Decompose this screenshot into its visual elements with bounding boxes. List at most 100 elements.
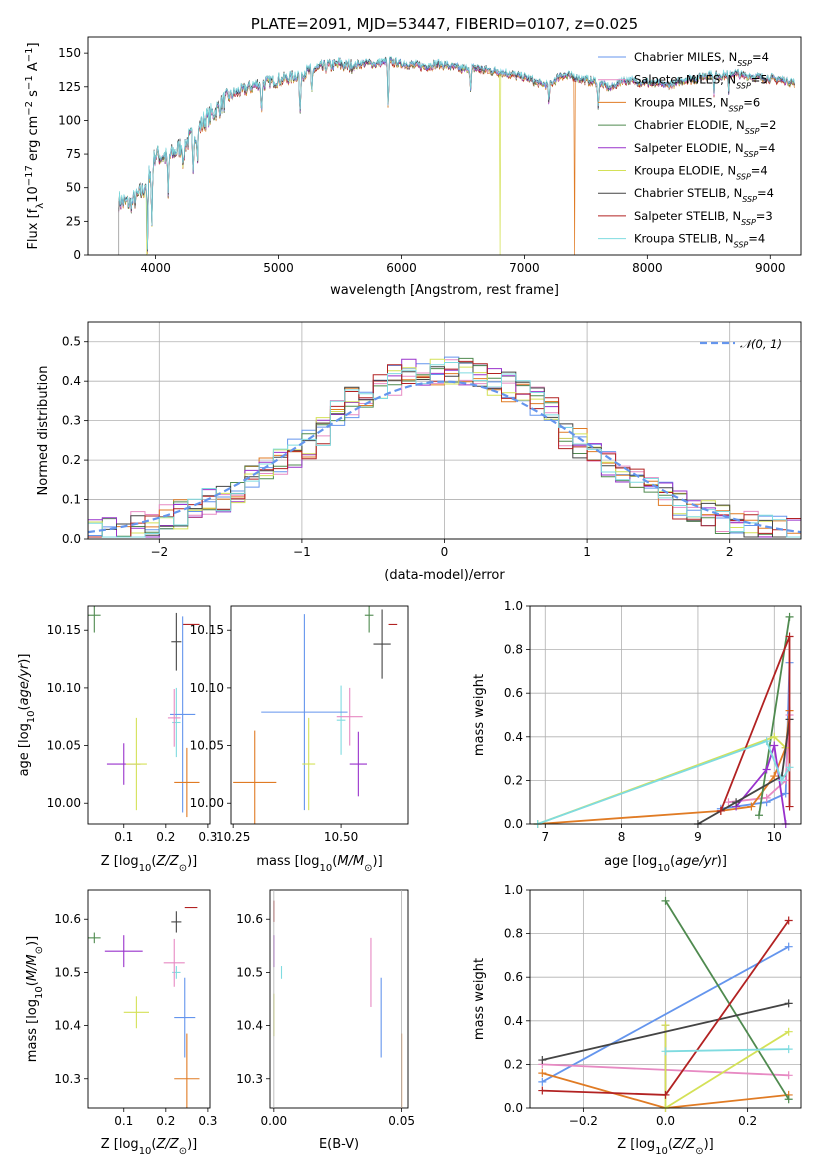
data-point-marker — [747, 802, 756, 811]
mass-vs-metallicity-panel: 0.1 0.2 0.3 10.3 10.4 10.5 10.6 Z [log10(Z/Z⊙)]… — [25, 889, 217, 1157]
x-axis-label: mass [log10(M/M⊙)] — [256, 854, 382, 874]
axes-frame — [87, 36, 802, 256]
legend-entry: Kroupa STELIB, NSSP=4 — [634, 232, 765, 250]
data-point-marker — [661, 1047, 670, 1056]
data-point-marker — [770, 741, 779, 750]
x-tick-label: 10 — [767, 830, 782, 844]
data-point-marker — [777, 776, 786, 785]
y-tick-label: 50 — [66, 181, 81, 195]
data-point-marker — [732, 798, 741, 807]
histogram-kroupa-stelib — [88, 362, 801, 538]
spectrum-line-kroupa-miles — [118, 59, 795, 255]
x-tick-label: 5000 — [263, 261, 294, 275]
y-tick-label: 10.4 — [236, 1019, 263, 1033]
y-tick-label: 0.2 — [504, 773, 523, 787]
y-tick-label: 10.10 — [47, 681, 81, 695]
axes-frame — [87, 605, 211, 825]
data-point-marker — [784, 1071, 793, 1080]
y-tick-label: 10.00 — [47, 796, 81, 810]
mass-vs-ebv-panel: 0.00 0.05 10.3 10.4 10.5 10.6 E(B-V) — [236, 889, 415, 1152]
errorbar-chabrier-stelib — [171, 612, 182, 671]
chart-title: PLATE=2091, MJD=53447, FIBERID=0107, z=0… — [251, 15, 638, 33]
data-point-marker — [762, 793, 771, 802]
errorbar-salpeter-miles — [163, 938, 185, 987]
massweight-vs-age-panel: 7 8 9 10 0.0 0.2 0.4 0.6 0.8 1.0 mass weight age [l… — [472, 599, 802, 874]
y-tick-label: 0.6 — [504, 970, 523, 984]
errorbar-chabrier-stelib — [171, 911, 182, 933]
y-tick-label: 25 — [66, 214, 81, 228]
x-tick-label: 0 — [441, 545, 449, 559]
errorbar-kroupa-stelib — [172, 687, 181, 758]
legend-entry: 𝒩(0, 1) — [740, 337, 782, 351]
data-point-marker — [784, 1045, 793, 1054]
axes-frame — [529, 889, 802, 1109]
y-tick-label: 1.0 — [504, 599, 523, 613]
errorbar-chabrier-stelib — [373, 609, 391, 679]
x-tick-label: 10.25 — [216, 830, 250, 844]
data-point-marker — [724, 798, 733, 807]
series-line-kroupa-stelib — [537, 740, 791, 824]
errorbar-kroupa-stelib — [336, 685, 346, 755]
y-tick-label: 150 — [58, 46, 81, 60]
errorbar-kroupa-elodie — [302, 717, 316, 811]
axes-frame — [87, 321, 802, 540]
data-point-marker — [784, 916, 793, 925]
data-point-marker — [785, 612, 794, 621]
spectrum-panel: 4000 5000 6000 7000 8000 9000 0 25 50 75 100 125 150… — [24, 15, 802, 298]
x-tick-label: 8000 — [632, 261, 663, 275]
y-tick-label: 10.15 — [47, 623, 81, 637]
errorbar-chabrier-elodie — [88, 932, 101, 944]
errorbar-chabrier-elodie — [88, 606, 101, 633]
errorbar-kroupa-elodie — [123, 996, 149, 1029]
errorbar-kroupa-stelib — [172, 966, 181, 979]
x-tick-label: 10.50 — [324, 830, 358, 844]
x-tick-label: 7000 — [509, 261, 540, 275]
data-point-marker — [770, 732, 779, 741]
legend: Chabrier MILES, NSSP=4 Salpeter MILES, NS… — [598, 50, 776, 249]
y-tick-label: 0.4 — [62, 374, 81, 388]
y-tick-label: 0.3 — [62, 414, 81, 428]
errorbar-salpeter-miles — [336, 687, 363, 746]
x-tick-label: −0.2 — [569, 1114, 598, 1128]
x-axis-label: wavelength [Angstrom, rest frame] — [330, 283, 559, 298]
x-tick-label: 6000 — [386, 261, 417, 275]
y-axis-label: age [log10(age/yr)] — [17, 654, 37, 777]
histogram-salpeter-stelib — [88, 360, 801, 538]
errorbar-salpeter-elodie — [349, 731, 367, 797]
gaussian-curve — [88, 380, 801, 534]
errorbar-kroupa-miles — [174, 1033, 200, 1108]
legend-entry: Kroupa ELODIE, NSSP=4 — [634, 164, 768, 182]
x-axis-label: (data-model)/error — [384, 568, 505, 583]
series-line-chabrier-elodie — [664, 900, 790, 1100]
data-point-marker — [762, 737, 771, 746]
data-point-marker — [716, 806, 725, 815]
residuals-panel: −2 −1 0 1 2 0.0 0.1 0.2 0.3 0.4 0.5 (data-model)/er… — [36, 321, 802, 583]
data-point-marker — [538, 1056, 547, 1065]
data-point-marker — [538, 1069, 547, 1078]
legend-entry: Salpeter MILES, NSSP=5 — [634, 73, 768, 91]
y-tick-label: 0.5 — [62, 335, 81, 349]
y-tick-label: 0.0 — [62, 532, 81, 546]
spectrum-line-salpeter-miles — [118, 56, 795, 253]
legend-entry: Salpeter ELODIE, NSSP=4 — [634, 141, 775, 159]
y-tick-label: 100 — [58, 113, 81, 127]
y-tick-label: 0.2 — [504, 1057, 523, 1071]
x-tick-label: 9000 — [755, 261, 786, 275]
histogram-kroupa-miles — [88, 373, 801, 538]
errorbar-chabrier-miles — [174, 977, 196, 1058]
x-tick-label: 0.00 — [260, 1114, 287, 1128]
age-vs-mass-panel: 10.25 10.50 10.00 10.05 10.10 10.15 mass [log1… — [190, 605, 409, 874]
histogram-salpeter-elodie — [88, 358, 801, 538]
x-axis-label: age [log10(age/yr)] — [604, 854, 727, 874]
x-tick-label: 7 — [541, 830, 549, 844]
y-tick-label: 10.4 — [54, 1019, 81, 1033]
x-axis-label: Z [log10(Z/Z⊙)] — [101, 1137, 198, 1157]
legend-entry: Chabrier ELODIE, NSSP=2 — [634, 118, 776, 136]
legend-entry: Chabrier MILES, NSSP=4 — [634, 50, 769, 68]
errorbar-kroupa-miles — [233, 730, 277, 824]
x-tick-label: 0.2 — [156, 1114, 175, 1128]
spectrum-line-salpeter-elodie — [118, 57, 795, 253]
axes-frame — [269, 889, 409, 1109]
